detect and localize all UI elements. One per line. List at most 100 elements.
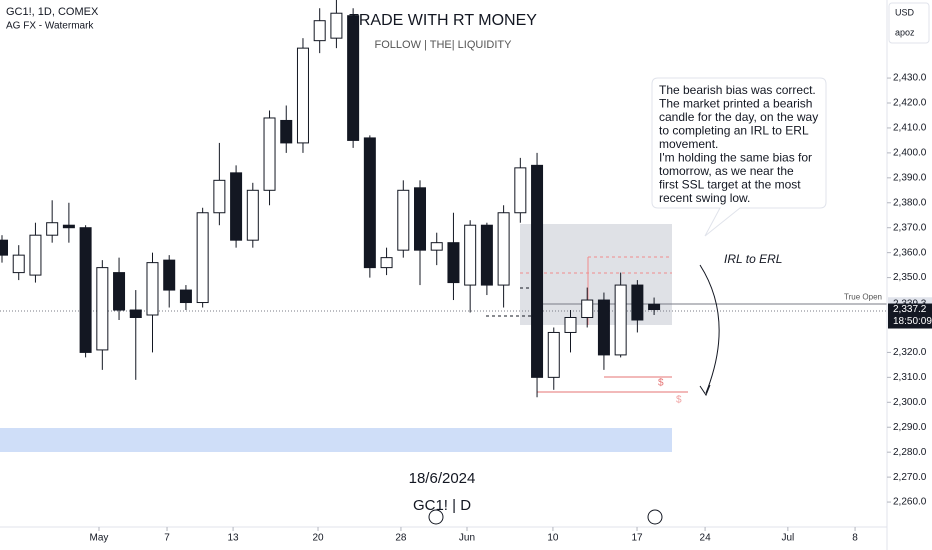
candle-body: [179, 289, 192, 304]
note-line: candle for the day, on the way: [659, 110, 818, 124]
range-box: [520, 224, 672, 325]
x-tick-label: 20: [312, 533, 324, 544]
note-line: recent swing low.: [659, 191, 750, 205]
y-tick-label: 2,280.0: [893, 447, 927, 458]
y-tick-label: 2,320.0: [893, 347, 927, 358]
watermark-ticker: GC1! | D: [413, 497, 471, 514]
candles: [0, 0, 661, 398]
y-tick-label: 2,410.0: [893, 123, 927, 134]
candle-body: [246, 189, 259, 241]
candle-body: [163, 259, 176, 291]
symbol: GC1!, 1D, COMEX: [6, 6, 99, 18]
note-line: movement.: [659, 137, 718, 151]
candle-body: [648, 303, 661, 311]
x-tick-label: 10: [547, 533, 559, 544]
candle-body: [497, 212, 510, 286]
x-tick-label: May: [90, 533, 109, 544]
candle-body: [12, 254, 25, 274]
note-text: The bearish bias was correct.The market …: [659, 83, 818, 205]
candle-body: [447, 242, 460, 284]
note-box: The bearish bias was correct.The market …: [651, 77, 827, 237]
candle-body: [414, 187, 427, 251]
y-tick-label: 2,360.0: [893, 247, 927, 258]
y-tick-label: 2,430.0: [893, 73, 927, 84]
candle-body: [313, 20, 326, 42]
watermark-subtitle: FOLLOW | THE| LIQUIDITY: [375, 39, 513, 51]
candle-body: [330, 12, 343, 39]
candle-body: [631, 284, 644, 321]
countdown: 18:50:09: [893, 316, 932, 327]
candle-body: [430, 242, 443, 251]
target-zone: [0, 428, 672, 452]
y-tick-label: 2,390.0: [893, 172, 927, 183]
last-price-bubble: [888, 303, 932, 329]
watermark-note: AG FX - Watermark: [6, 21, 94, 32]
candle-body: [531, 164, 544, 378]
candle-body: [480, 224, 493, 286]
ssl-mark: $: [658, 378, 664, 389]
candle-body: [296, 47, 309, 144]
y-tick-label: 2,400.0: [893, 148, 927, 159]
y-tick-label: 2,310.0: [893, 372, 927, 383]
x-tick-label: 28: [395, 533, 407, 544]
y-tick-label: 2,380.0: [893, 197, 927, 208]
note-line: The bearish bias was correct.: [659, 83, 816, 97]
y-tick-label: 2,300.0: [893, 397, 927, 408]
candle-body: [129, 309, 142, 318]
y-tick-label: 2,270.0: [893, 472, 927, 483]
x-tick-label: Jun: [459, 533, 475, 544]
y-tick-label: 2,260.0: [893, 497, 927, 508]
candle-body: [146, 262, 159, 316]
candle-body: [581, 299, 594, 318]
icon[interactable]: [428, 509, 444, 525]
arrow-head: [699, 384, 711, 397]
y-tick-label: 2,370.0: [893, 222, 927, 233]
candle-body: [230, 172, 243, 241]
candle-body: [614, 284, 627, 356]
candle-body: [547, 331, 560, 378]
candle-body: [464, 224, 477, 286]
note-line: The market printed a bearish: [659, 97, 812, 111]
callout: [651, 77, 827, 237]
candle-body: [0, 239, 9, 256]
currency: USD: [895, 7, 915, 17]
y-tick-label: 2,350.0: [893, 272, 927, 283]
candle-body: [397, 189, 410, 251]
watermark: TRADE WITH RT MONEY FOLLOW | THE| LIQUID…: [349, 12, 537, 514]
x-tick-label: Jul: [781, 533, 794, 544]
note-line: first SSL target at the most: [659, 178, 801, 192]
y-tick-label: 2,420.0: [893, 98, 927, 109]
note-line: I'm holding the same bias for: [659, 151, 812, 165]
candle-body: [564, 316, 577, 333]
watermark-date: 18/6/2024: [409, 470, 476, 487]
arrow: [699, 264, 720, 394]
candle-body: [113, 272, 126, 311]
x-tick-label: 7: [164, 533, 170, 544]
watermark-title: TRADE WITH RT MONEY: [349, 12, 537, 29]
candle-body: [597, 299, 610, 356]
axis-labels: 2,260.0 2,270.0 2,280.0 2,290.0 2,300.0 2,310…: [90, 73, 932, 544]
x-tick-label: 24: [700, 533, 712, 544]
icon[interactable]: [647, 509, 663, 525]
ssl-mark: $: [676, 395, 682, 406]
x-tick-label: 13: [228, 533, 240, 544]
candle-body: [29, 234, 42, 276]
candle-body: [514, 167, 527, 214]
candle-body: [196, 212, 209, 304]
candle-body: [363, 137, 376, 269]
price-axis: [887, 0, 932, 550]
x-tick-label: 8: [852, 533, 858, 544]
irl-label: IRL to ERL: [724, 252, 782, 266]
currency-box[interactable]: [888, 2, 930, 44]
last-price: 2,337.2: [893, 304, 927, 315]
user: apoz: [895, 27, 915, 37]
candle-body: [62, 224, 75, 229]
candle-body: [79, 227, 92, 353]
zones: [0, 224, 887, 452]
candle-body: [280, 119, 293, 144]
true-open-name: True Open: [844, 292, 882, 301]
candle-body: [347, 15, 360, 141]
x-tick-label: 17: [631, 533, 643, 544]
note-line: to completing an IRL to ERL: [659, 124, 809, 138]
